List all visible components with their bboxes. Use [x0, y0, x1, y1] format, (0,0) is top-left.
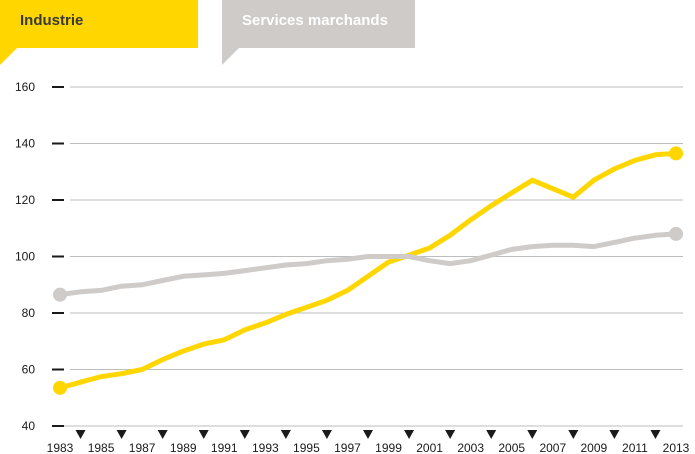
x-tick-marker — [445, 430, 456, 439]
x-tick-label: 1997 — [334, 441, 361, 454]
legend-industrie-pointer — [0, 47, 18, 65]
x-tick-marker — [363, 430, 373, 439]
y-tick-label: 160 — [15, 80, 35, 94]
x-tick-label: 2005 — [498, 441, 525, 454]
series-point-industrie-end — [669, 146, 683, 161]
x-tick-label: 2001 — [416, 441, 443, 454]
y-tick-label: 100 — [15, 250, 35, 264]
x-tick-marker — [75, 430, 86, 439]
y-tick-label: 60 — [22, 363, 36, 377]
y-tick-label: 140 — [15, 137, 35, 151]
x-tick-marker — [404, 430, 415, 439]
x-tick-marker — [486, 430, 497, 439]
series-line-services-marchands — [57, 231, 679, 298]
series-point-industrie-start — [53, 380, 67, 395]
x-tick-marker — [198, 430, 209, 439]
x-tick-label: 1999 — [375, 441, 402, 454]
x-tick-label: 2009 — [581, 441, 608, 454]
legend-services: Services marchands — [222, 0, 415, 48]
x-tick-marker — [527, 430, 538, 439]
x-tick-label: 1983 — [47, 441, 74, 454]
x-tick-marker — [157, 430, 168, 439]
x-tick-marker — [650, 430, 661, 439]
x-tick-marker — [116, 430, 127, 439]
x-tick-label: 2013 — [663, 441, 690, 454]
series-point-services-marchands-start — [53, 287, 67, 302]
x-tick-label: 1991 — [211, 441, 238, 454]
x-tick-label: 2007 — [539, 441, 566, 454]
x-tick-label: 1995 — [293, 441, 320, 454]
y-tick-label: 40 — [22, 419, 36, 433]
x-tick-label: 2011 — [622, 441, 648, 454]
x-tick-label: 1993 — [252, 441, 279, 454]
x-tick-marker — [321, 430, 332, 439]
series-point-services-marchands-end — [669, 226, 683, 241]
y-tick-label: 80 — [22, 306, 36, 320]
x-tick-label: 2003 — [457, 441, 484, 454]
x-tick-label: 1987 — [129, 441, 156, 454]
legend-services-pointer — [222, 47, 240, 65]
y-tick-label: 120 — [15, 193, 35, 207]
x-tick-marker — [239, 430, 250, 439]
x-tick-marker — [568, 430, 579, 439]
x-tick-marker — [280, 430, 291, 439]
legend-industrie: Industrie — [0, 0, 198, 48]
series-line-industrie — [57, 150, 679, 391]
x-tick-label: 1989 — [170, 441, 197, 454]
x-tick-label: 1985 — [88, 441, 115, 454]
x-tick-marker — [609, 430, 620, 439]
